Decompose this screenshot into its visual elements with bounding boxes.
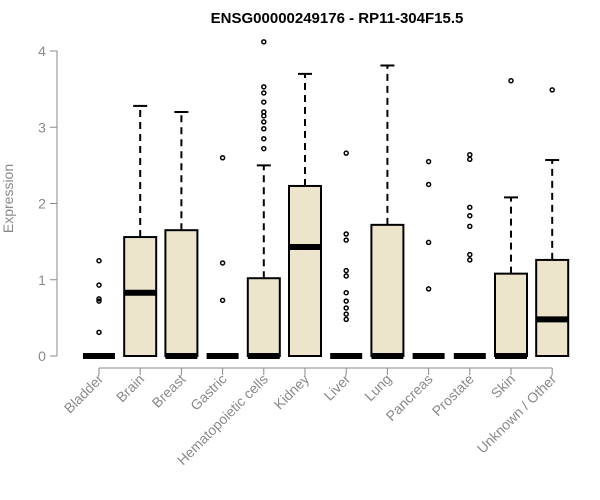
chart-title: ENSG00000249176 - RP11-304F15.5: [211, 10, 464, 27]
outlier-point: [343, 311, 349, 317]
outlier-point: [467, 223, 473, 230]
outlier-point: [343, 150, 349, 156]
outlier-point: [96, 329, 102, 336]
x-tick-label: Liver: [321, 371, 354, 404]
outlier-point: [343, 289, 349, 296]
box-pancreas: [412, 158, 445, 359]
outlier-point: [467, 212, 473, 219]
x-tick-label: Breast: [149, 371, 189, 411]
outlier-point: [219, 260, 226, 266]
box-skin: [494, 77, 528, 359]
outlier-point: [425, 239, 432, 246]
box-body: [246, 277, 281, 358]
x-tick-label: Skin: [488, 371, 519, 402]
outlier-point: [96, 282, 102, 288]
box-gastric: [206, 155, 239, 359]
box-hematopoietic-cells: [246, 39, 281, 359]
outlier-point: [343, 267, 349, 274]
outlier-point: [343, 273, 349, 279]
x-tick-label: Lung: [361, 371, 394, 404]
outlier-point: [261, 135, 267, 142]
x-tick-label: Prostate: [429, 371, 477, 419]
outlier-point: [96, 296, 102, 302]
outlier-point: [467, 251, 473, 258]
boxes-group: [83, 39, 570, 359]
outlier-point: [467, 257, 473, 263]
outlier-point: [467, 204, 473, 211]
x-tick-label: Brain: [113, 371, 147, 405]
outlier-point: [508, 77, 514, 84]
box-body: [288, 184, 322, 357]
outlier-point: [343, 231, 349, 237]
y-tick-label: 2: [38, 196, 46, 212]
box-lung: [370, 64, 405, 359]
outlier-point: [425, 181, 432, 188]
outlier-point: [425, 158, 432, 165]
box-body: [494, 272, 528, 357]
outlier-point: [425, 286, 432, 292]
outlier-point: [343, 237, 349, 243]
box-bladder: [83, 257, 115, 359]
outlier-point: [261, 113, 267, 119]
x-tick-label: Kidney: [271, 371, 313, 413]
y-axis-label: Expression: [0, 164, 16, 233]
outlier-point: [467, 156, 473, 163]
box-unknown-other: [535, 87, 570, 357]
outlier-point: [261, 126, 267, 132]
box-kidney: [288, 72, 322, 357]
box-liver: [330, 150, 363, 359]
outlier-point: [261, 84, 267, 90]
box-prostate: [453, 151, 486, 359]
outlier-point: [261, 119, 267, 125]
outlier-point: [96, 298, 102, 304]
box-brain: [123, 104, 158, 357]
outlier-point: [343, 305, 349, 311]
outlier-point: [261, 99, 267, 105]
box-body: [123, 236, 158, 357]
outlier-point: [261, 90, 267, 96]
y-tick-label: 0: [38, 348, 46, 364]
outlier-point: [96, 257, 102, 264]
outlier-point: [343, 316, 349, 323]
outlier-point: [219, 155, 226, 161]
outlier-point: [219, 297, 226, 304]
box-body: [164, 229, 199, 357]
outlier-point: [261, 145, 267, 152]
box-breast: [164, 111, 199, 359]
outlier-point: [261, 39, 267, 45]
x-tick-label: Bladder: [61, 371, 107, 417]
y-tick-label: 4: [38, 43, 46, 59]
outlier-point: [343, 298, 349, 304]
box-body: [535, 258, 570, 357]
y-tick-label: 3: [38, 119, 46, 135]
box-body: [370, 223, 405, 357]
y-axis: 0 1 2 3 4: [38, 43, 58, 364]
outlier-point: [467, 151, 473, 158]
outlier-point: [549, 87, 555, 93]
y-tick-label: 1: [38, 272, 46, 288]
